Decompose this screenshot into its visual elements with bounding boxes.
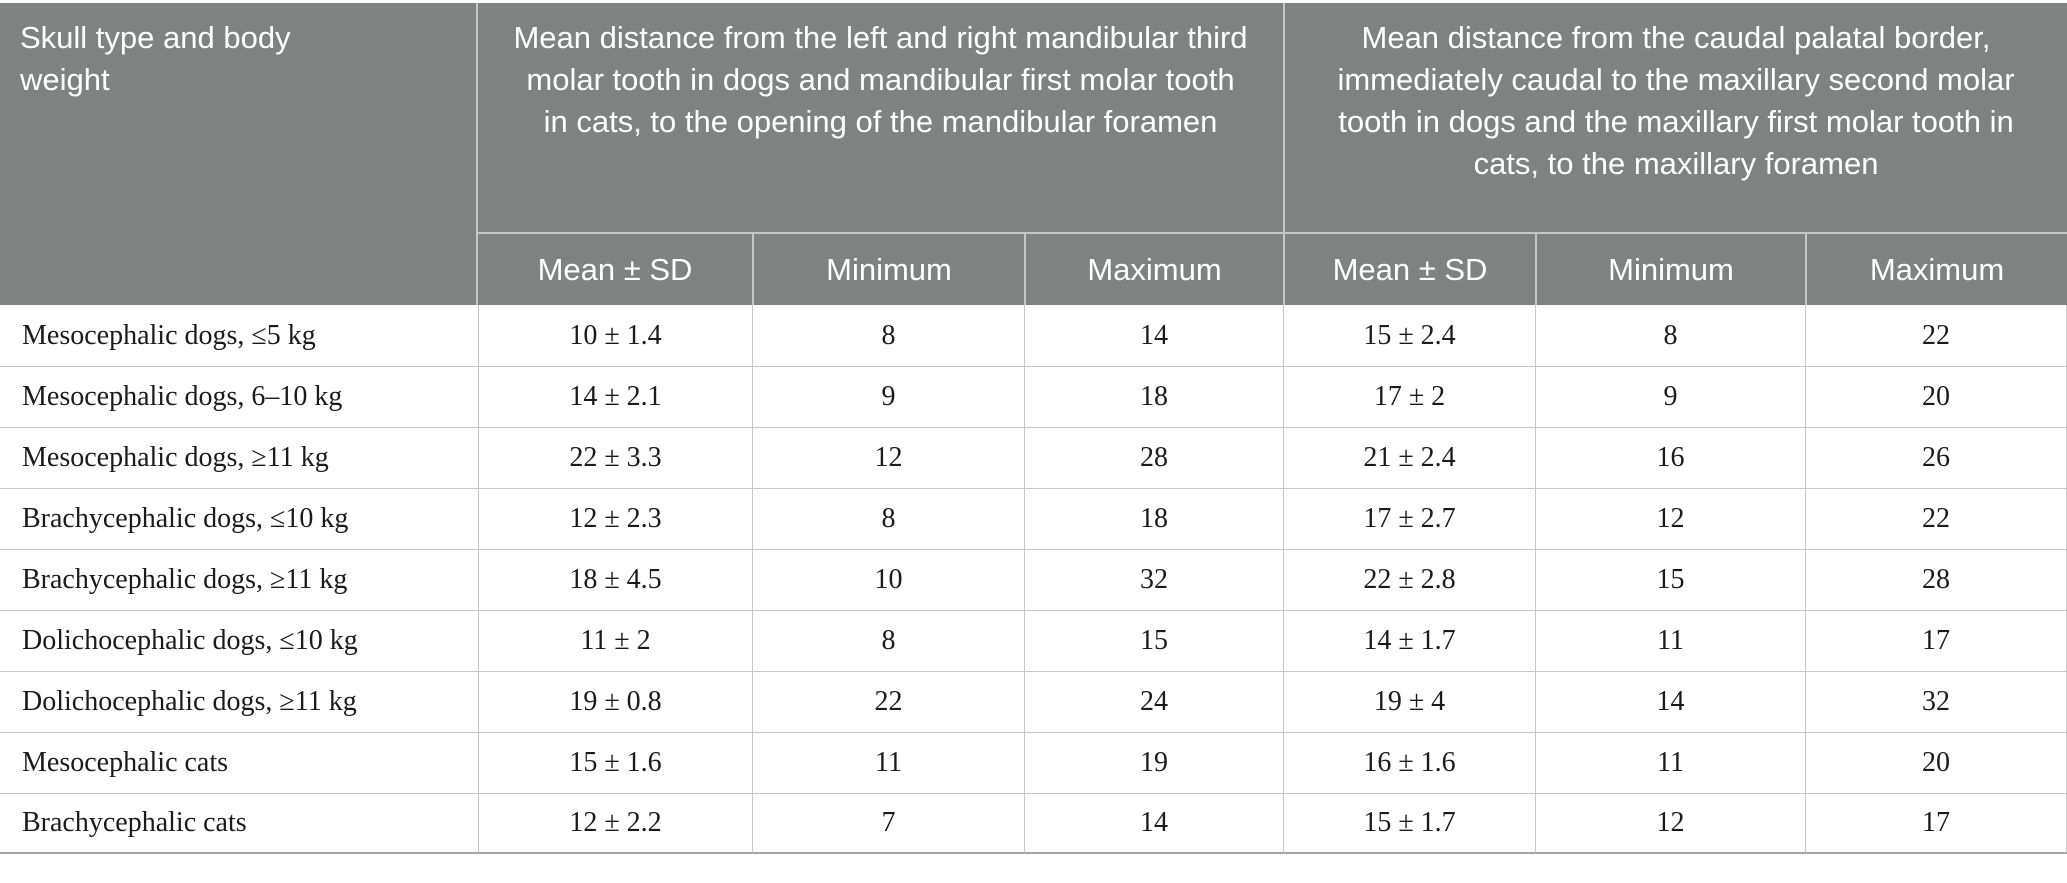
value-cell: 10 — [752, 549, 1024, 610]
table-row: Mesocephalic dogs, ≥11 kg 22 ± 3.3 12 28… — [0, 427, 2067, 488]
corner-header-cell: Skull type and body weight — [0, 3, 478, 305]
table-row: Dolichocephalic dogs, ≤10 kg 11 ± 2 8 15… — [0, 610, 2067, 671]
value-cell: 17 — [1805, 610, 2067, 671]
subheader-row: Mean ± SD Minimum Maximum Mean ± SD Mini… — [0, 232, 2067, 305]
value-cell: 7 — [752, 793, 1024, 854]
row-label-cell: Mesocephalic dogs, 6–10 kg — [0, 366, 478, 427]
value-cell: 19 ± 0.8 — [478, 671, 752, 732]
table-row: Brachycephalic dogs, ≥11 kg 18 ± 4.5 10 … — [0, 549, 2067, 610]
value-cell: 18 ± 4.5 — [478, 549, 752, 610]
value-cell: 11 — [1535, 610, 1805, 671]
value-cell: 32 — [1024, 549, 1283, 610]
value-cell: 26 — [1805, 427, 2067, 488]
value-cell: 12 — [1535, 488, 1805, 549]
value-cell: 15 — [1024, 610, 1283, 671]
value-cell: 8 — [752, 305, 1024, 366]
value-cell: 12 ± 2.3 — [478, 488, 752, 549]
value-cell: 22 ± 3.3 — [478, 427, 752, 488]
value-cell: 16 ± 1.6 — [1283, 732, 1535, 793]
skull-measurements-table: Skull type and body weight Mean distance… — [0, 3, 2067, 854]
value-cell: 15 ± 1.7 — [1283, 793, 1535, 854]
value-cell: 20 — [1805, 732, 2067, 793]
row-label-cell: Brachycephalic dogs, ≥11 kg — [0, 549, 478, 610]
row-label-cell: Mesocephalic dogs, ≤5 kg — [22, 319, 316, 351]
subheader-minimum-1: Minimum — [752, 232, 1024, 305]
table-header: Skull type and body weight Mean distance… — [0, 3, 2067, 305]
value-cell: 18 — [1024, 488, 1283, 549]
value-cell: 15 — [1535, 549, 1805, 610]
group-header-row: Skull type and body weight Mean distance… — [0, 3, 2067, 305]
row-label-cell: Brachycephalic dogs, ≤10 kg — [0, 488, 478, 549]
value-cell: 22 — [1805, 305, 2067, 366]
value-cell: 8 — [1535, 305, 1805, 366]
paper-table-page: Skull type and body weight Mean distance… — [0, 3, 2067, 854]
value-cell: 32 — [1805, 671, 2067, 732]
value-cell: 11 — [1535, 732, 1805, 793]
value-cell: 12 — [1535, 793, 1805, 854]
row-label-cell: Mesocephalic cats — [0, 732, 478, 793]
value-cell: 21 ± 2.4 — [1283, 427, 1535, 488]
subheader-maximum-1: Maximum — [1024, 232, 1283, 305]
subheader-minimum-2: Minimum — [1535, 232, 1805, 305]
value-cell: 22 — [752, 671, 1024, 732]
value-cell: 14 — [1024, 305, 1283, 366]
value-cell: 14 — [1535, 671, 1805, 732]
value-cell: 16 — [1535, 427, 1805, 488]
value-cell: 20 — [1805, 366, 2067, 427]
group-header-maxillary: Mean distance from the caudal palatal bo… — [1283, 3, 2067, 232]
value-cell: 8 — [752, 488, 1024, 549]
value-cell: 10 ± 1.4 — [478, 305, 752, 366]
table-row: Mesocephalic dogs, 6–10 kg 14 ± 2.1 9 18… — [0, 366, 2067, 427]
value-cell: 19 ± 4 — [1283, 671, 1535, 732]
value-cell: 12 — [752, 427, 1024, 488]
row-label-cell: Brachycephalic cats — [0, 793, 478, 854]
value-cell: 17 — [1805, 793, 2067, 854]
value-cell: 11 — [752, 732, 1024, 793]
value-cell: 15 ± 1.6 — [478, 732, 752, 793]
table-row: Dolichocephalic dogs, ≥11 kg 19 ± 0.8 22… — [0, 671, 2067, 732]
value-cell: 17 ± 2 — [1283, 366, 1535, 427]
value-cell: 18 — [1024, 366, 1283, 427]
row-label-cell: Dolichocephalic dogs, ≤10 kg — [0, 610, 478, 671]
table-row: Brachycephalic dogs, ≤10 kg 12 ± 2.3 8 1… — [0, 488, 2067, 549]
group-header-mandibular: Mean distance from the left and right ma… — [478, 3, 1283, 232]
subheader-maximum-2: Maximum — [1805, 232, 2067, 305]
value-cell: 22 ± 2.8 — [1283, 549, 1535, 610]
value-cell: 22 — [1805, 488, 2067, 549]
value-cell: 19 — [1024, 732, 1283, 793]
subheader-mean-sd-1: Mean ± SD — [478, 232, 752, 305]
table-body: Mesocephalic dogs, ≤5 kg 10 ± 1.4 8 14 1… — [0, 305, 2067, 854]
value-cell: 28 — [1805, 549, 2067, 610]
value-cell: 8 — [752, 610, 1024, 671]
value-cell: 14 ± 1.7 — [1283, 610, 1535, 671]
value-cell: 9 — [1535, 366, 1805, 427]
table-row: Mesocephalic cats 15 ± 1.6 11 19 16 ± 1.… — [0, 732, 2067, 793]
value-cell: 11 ± 2 — [478, 610, 752, 671]
table-row: Brachycephalic cats 12 ± 2.2 7 14 15 ± 1… — [0, 793, 2067, 854]
value-cell: 24 — [1024, 671, 1283, 732]
row-label-cell: Mesocephalic dogs, ≥11 kg — [0, 427, 478, 488]
corner-header-label: Skull type and body weight — [20, 20, 291, 97]
subheader-mean-sd-2: Mean ± SD — [1283, 232, 1535, 305]
value-cell: 12 ± 2.2 — [478, 793, 752, 854]
value-cell: 28 — [1024, 427, 1283, 488]
value-cell: 14 — [1024, 793, 1283, 854]
table-row: Mesocephalic dogs, ≤5 kg 10 ± 1.4 8 14 1… — [0, 305, 2067, 366]
value-cell: 9 — [752, 366, 1024, 427]
value-cell: 17 ± 2.7 — [1283, 488, 1535, 549]
value-cell: 15 ± 2.4 — [1283, 305, 1535, 366]
value-cell: 14 ± 2.1 — [478, 366, 752, 427]
row-label-cell: Dolichocephalic dogs, ≥11 kg — [0, 671, 478, 732]
